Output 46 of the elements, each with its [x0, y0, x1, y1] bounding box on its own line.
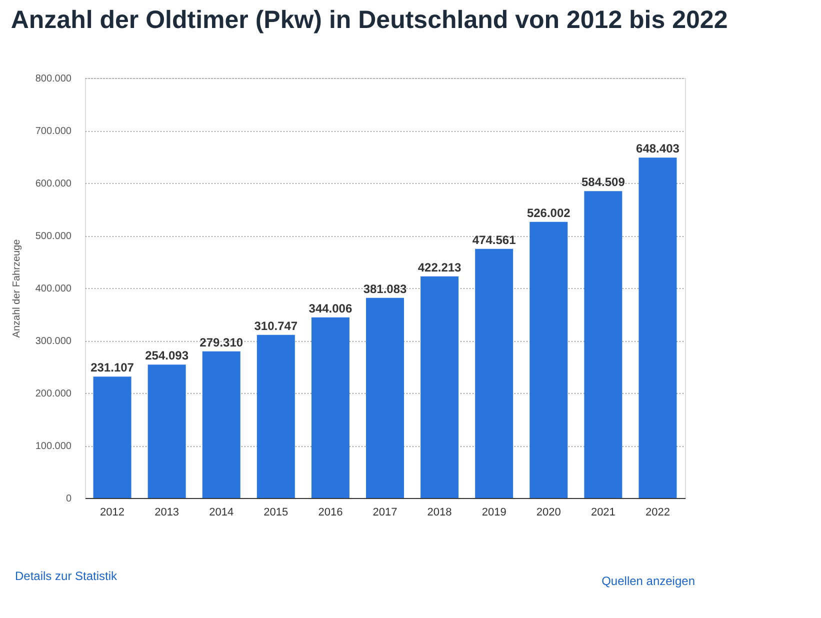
- y-tick-label: 500.000: [35, 231, 72, 242]
- data-label: 648.403: [636, 142, 680, 156]
- bar: [202, 351, 240, 498]
- x-tick-label: 2013: [154, 506, 180, 518]
- bar: [366, 298, 404, 498]
- y-tick-label: 700.000: [35, 126, 72, 137]
- data-label: 584.509: [581, 175, 626, 190]
- y-tick-label: 100.000: [35, 441, 72, 452]
- data-label: 526.002: [526, 206, 571, 220]
- source-note: Quellen anzeigen: [602, 574, 695, 588]
- text: Details zur Statistik: [15, 569, 118, 583]
- y-axis-title: Anzahl der Fahrzeuge: [11, 238, 22, 338]
- y-tick-label: 400.000: [35, 284, 72, 294]
- bar: [93, 376, 132, 498]
- y-tick-label: 0: [66, 494, 72, 504]
- bar: [256, 334, 295, 498]
- x-tick-label: 2018: [427, 506, 452, 518]
- x-tick-label: 2012: [100, 506, 125, 518]
- data-label: 381.083: [363, 282, 408, 296]
- y-tick-label: 200.000: [35, 388, 72, 400]
- bar: [148, 364, 186, 498]
- x-tick-label: 2021: [590, 506, 616, 518]
- data-label: 310.747: [254, 318, 298, 333]
- x-tick-label: 2015: [264, 506, 288, 518]
- x-tick-label: 2022: [645, 506, 670, 518]
- data-label: 344.006: [308, 301, 352, 316]
- bar: [584, 191, 622, 498]
- chart-title: Anzahl der Oldtimer (Pkw) in Deutschland von 2012 bis 2022: [10, 6, 728, 34]
- x-tick-label: 2016: [318, 506, 343, 518]
- bar: [311, 317, 350, 498]
- data-label: 422.213: [418, 260, 462, 274]
- y-tick-label: 800.000: [35, 74, 72, 84]
- x-tick-label: 2020: [536, 506, 561, 518]
- bar: [530, 222, 568, 498]
- data-label: 231.107: [90, 360, 134, 375]
- data-label: 474.561: [472, 232, 516, 247]
- data-label: 279.310: [200, 335, 244, 350]
- data-label: 254.093: [145, 348, 189, 363]
- x-tick-label: 2017: [372, 506, 398, 518]
- bar: [420, 276, 459, 498]
- bar: [638, 158, 677, 498]
- y-tick-label: 600.000: [35, 178, 72, 190]
- bar: [475, 248, 514, 498]
- x-tick-label: 2014: [209, 506, 234, 518]
- y-tick-label: 300.000: [35, 336, 72, 347]
- x-tick-label: 2019: [482, 506, 506, 518]
